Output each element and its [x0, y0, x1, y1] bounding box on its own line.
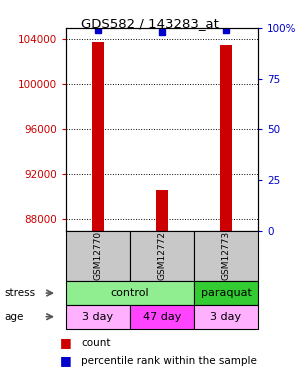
Text: GSM12773: GSM12773: [221, 231, 230, 280]
Text: paraquat: paraquat: [201, 288, 251, 298]
Bar: [220, 45, 232, 231]
Text: age: age: [4, 312, 24, 322]
Bar: [92, 42, 104, 231]
Text: GDS582 / 143283_at: GDS582 / 143283_at: [81, 17, 219, 30]
Text: ■: ■: [60, 354, 72, 367]
Text: GSM12772: GSM12772: [158, 231, 166, 280]
Text: 3 day: 3 day: [82, 312, 114, 322]
Text: ■: ■: [60, 336, 72, 349]
Text: GSM12770: GSM12770: [94, 231, 103, 280]
Text: count: count: [81, 338, 110, 348]
Bar: [156, 190, 168, 231]
Text: 3 day: 3 day: [210, 312, 242, 322]
Text: percentile rank within the sample: percentile rank within the sample: [81, 356, 257, 366]
Text: control: control: [111, 288, 149, 298]
Text: stress: stress: [4, 288, 36, 298]
Text: 47 day: 47 day: [143, 312, 181, 322]
